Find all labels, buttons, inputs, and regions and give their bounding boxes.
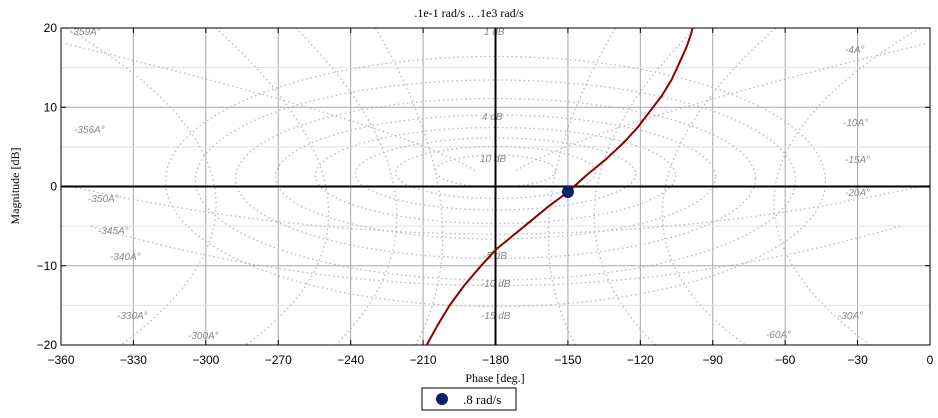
x-tick-labels: −360 −330 −300 −270 −240 −210 −180 −150 −120 −90−… — [47, 353, 933, 367]
frequency-marker — [561, 186, 574, 199]
x-tick-label: −240 — [337, 353, 364, 367]
x-tick-label: −360 — [47, 353, 74, 367]
mag-label-1db: 1 dB — [484, 27, 505, 38]
nichols-contour — [394, 145, 597, 200]
y-tick-labels: −20 −10 0 10 20 — [37, 21, 58, 352]
nichols-arc — [215, 27, 330, 346]
phase-label-340: -340A° — [110, 252, 141, 263]
y-axis-label: Magnitude [dB] — [8, 148, 22, 225]
x-tick-label: −60 — [775, 353, 796, 367]
x-tick-label: −90 — [703, 353, 724, 367]
nichols-arc — [547, 27, 617, 346]
phase-label-330: -330A° — [117, 311, 148, 322]
mag-label-4db: 4 dB — [482, 112, 503, 123]
nichols-arc — [65, 43, 476, 172]
x-tick-label: 0 — [927, 353, 934, 367]
legend-label: .8 rad/s — [463, 392, 501, 407]
nichols-arc — [65, 27, 217, 346]
nichols-contour — [234, 97, 757, 260]
phase-label-30: -30A° — [838, 311, 863, 322]
marker-layer — [561, 186, 574, 199]
series-line — [425, 28, 694, 345]
nichols-arc — [374, 27, 444, 346]
x-tick-label: −270 — [265, 353, 292, 367]
nichols-arc — [593, 27, 696, 346]
axis-ticks — [60, 27, 931, 346]
phase-label-356: -356A° — [74, 125, 105, 136]
x-tick-label: −30 — [847, 353, 868, 367]
phase-label-350: -350A° — [88, 194, 119, 205]
legend: .8 rad/s — [421, 387, 517, 411]
nichols-contour — [354, 137, 637, 211]
legend-marker — [436, 393, 448, 405]
phase-label-10: -10A° — [843, 118, 868, 129]
phase-label-359: -359A° — [70, 27, 101, 38]
legend-box — [421, 387, 517, 411]
phase-label-15: -15A° — [845, 155, 870, 166]
phase-label-4: -4A° — [845, 45, 865, 56]
x-tick-label: −330 — [120, 353, 147, 367]
mag-label-10db: 10 dB — [480, 154, 506, 165]
y-tick-label: −20 — [37, 338, 58, 352]
x-tick-label: −150 — [554, 353, 581, 367]
x-tick-label: −210 — [410, 353, 437, 367]
x-tick-label: −180 — [482, 353, 509, 367]
x-tick-label: −300 — [192, 353, 219, 367]
nichols-arc — [515, 43, 926, 172]
y-tick-label: 0 — [50, 180, 57, 194]
series-layer — [425, 28, 694, 345]
phase-label-60: -60A° — [766, 330, 791, 341]
x-tick-label: −120 — [627, 353, 654, 367]
nichols-arc — [661, 27, 776, 346]
y-tick-label: 10 — [44, 100, 58, 114]
crosshair-axes — [61, 28, 930, 345]
x-axis-label: Phase [deg.] — [465, 371, 524, 385]
nichols-contour — [164, 55, 827, 308]
chart-title: .1e-1 rad/s .. .1e3 rad/s — [414, 6, 524, 20]
y-tick-label: 20 — [44, 21, 58, 35]
nichols-arc — [295, 27, 398, 346]
phase-label-300: -300A° — [188, 331, 219, 342]
phase-label-20: -20A° — [845, 188, 870, 199]
phase-label-345: -345A° — [98, 226, 129, 237]
y-tick-label: −10 — [37, 259, 58, 273]
